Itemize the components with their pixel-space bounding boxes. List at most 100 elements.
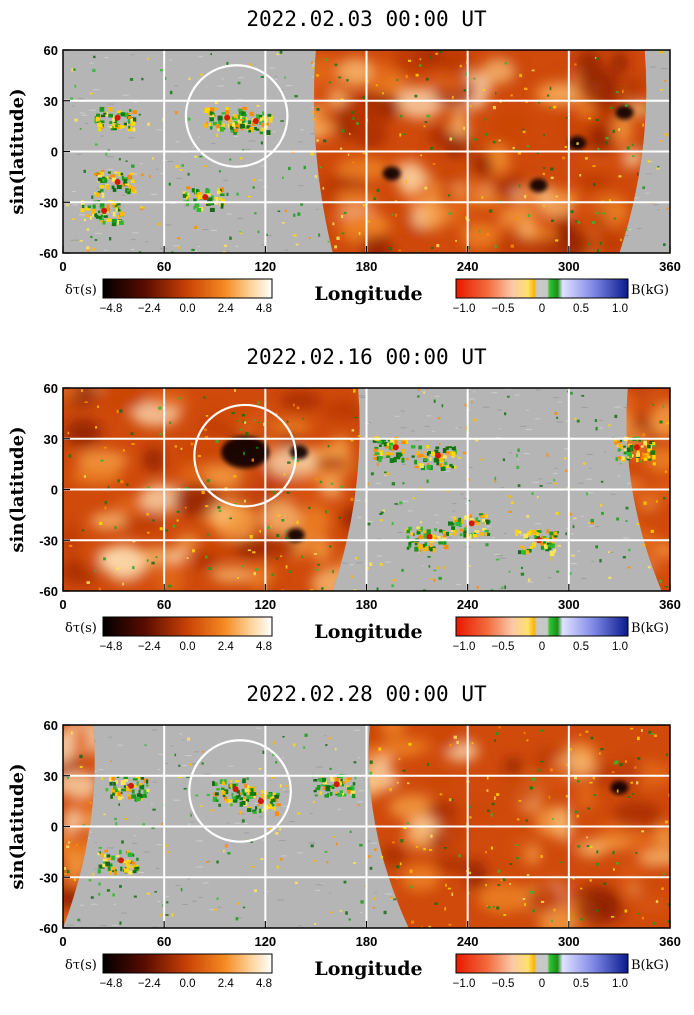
active-region-pixel	[216, 788, 220, 791]
magnetogram-texture	[73, 204, 78, 206]
magnetogram-texture	[173, 245, 180, 247]
active-region-pixel	[98, 864, 103, 868]
magnetogram-texture	[173, 799, 180, 801]
active-region-pixel	[461, 519, 464, 524]
magnetic-fleck	[292, 456, 295, 460]
magnetic-fleck	[100, 459, 104, 462]
magnetic-fleck	[141, 77, 144, 81]
magnetogram-texture	[79, 112, 86, 114]
active-region-pixel	[97, 869, 101, 874]
active-region-pixel	[426, 464, 432, 470]
active-region-pixel	[249, 791, 255, 796]
magnetic-fleck	[205, 555, 208, 559]
magnetogram-texture	[133, 835, 137, 837]
colorbar-dtau	[102, 278, 273, 299]
magnetogram-texture	[71, 239, 74, 241]
magnetogram-texture	[166, 161, 174, 163]
magnetic-fleck	[508, 510, 512, 513]
active-region-pixel	[185, 186, 191, 190]
magnetic-fleck	[379, 562, 383, 566]
magnetic-fleck	[90, 235, 93, 239]
active-region-pixel	[111, 177, 116, 183]
magnetic-fleck	[104, 506, 107, 510]
magnetogram-texture	[614, 406, 621, 408]
active-region-pixel	[376, 456, 380, 461]
magnetic-fleck	[253, 889, 258, 893]
magnetogram-texture	[315, 890, 321, 892]
active-region-pixel	[220, 187, 225, 193]
active-region-pixel	[386, 455, 391, 458]
magnetic-fleck	[576, 419, 580, 423]
active-region-pixel	[110, 794, 113, 799]
active-region-pixel	[247, 790, 251, 795]
colorbar-right-tick: −1.0	[453, 641, 476, 653]
active-region-pixel	[253, 795, 256, 799]
magnetogram-texture	[309, 812, 313, 814]
magnetic-fleck	[523, 87, 528, 91]
magnetogram-texture	[182, 903, 188, 905]
magnetic-fleck	[630, 781, 633, 784]
magnetogram-texture	[660, 68, 668, 70]
magnetic-fleck	[652, 462, 656, 466]
magnetogram-texture	[467, 467, 473, 469]
active-region-pixel	[110, 174, 116, 179]
active-region-pixel	[446, 451, 450, 455]
magnetic-fleck	[294, 95, 298, 98]
magnetogram-texture	[355, 499, 361, 501]
phase-shift-feature	[582, 151, 611, 167]
active-region-core	[468, 520, 475, 527]
magnetic-fleck	[478, 229, 481, 233]
active-region-core	[257, 798, 264, 805]
magnetic-fleck	[401, 568, 404, 572]
active-region-pixel	[408, 544, 412, 548]
colorbar-left-tick: 4.8	[256, 303, 272, 315]
magnetic-fleck	[575, 220, 578, 223]
active-region-pixel	[434, 449, 439, 454]
magnetic-fleck	[418, 64, 422, 67]
magnetic-fleck	[295, 243, 299, 246]
active-region-pixel	[99, 106, 105, 112]
active-region-pixel	[313, 778, 318, 782]
phase-shift-feature	[428, 125, 450, 147]
magnetic-fleck	[379, 519, 383, 522]
magnetic-fleck	[340, 129, 345, 133]
active-region-pixel	[126, 860, 132, 863]
magnetic-fleck	[518, 184, 521, 188]
active-region-pixel	[401, 449, 405, 454]
magnetogram-texture	[104, 57, 109, 59]
magnetogram-texture	[266, 235, 272, 237]
magnetic-fleck	[526, 874, 530, 876]
active-region-pixel	[235, 780, 240, 783]
active-region-pixel	[105, 210, 109, 214]
magnetogram-texture	[261, 839, 266, 841]
magnetic-fleck	[456, 740, 459, 744]
magnetogram-texture	[571, 533, 574, 535]
magnetogram-texture	[646, 173, 652, 175]
magnetic-fleck	[648, 458, 652, 461]
magnetic-fleck	[308, 506, 311, 510]
grid	[63, 50, 670, 253]
magnetogram-texture	[376, 538, 382, 540]
magnetic-fleck	[402, 133, 406, 135]
x-tick-label: 240	[457, 934, 479, 949]
magnetic-fleck	[553, 908, 556, 912]
magnetic-flecks	[67, 388, 670, 591]
magnetic-fleck	[252, 551, 256, 554]
magnetic-fleck	[280, 857, 283, 861]
active-region-pixel	[229, 124, 235, 128]
active-region-pixel	[386, 443, 390, 446]
magnetic-fleck	[229, 517, 232, 520]
magnetic-fleck	[169, 421, 172, 424]
active-region-pixel	[652, 444, 657, 447]
active-region-pixel	[252, 811, 257, 814]
active-region-pixel	[102, 863, 107, 868]
magnetogram-texture	[649, 66, 656, 68]
magnetic-fleck	[526, 739, 529, 742]
magnetic-fleck	[430, 577, 433, 580]
magnetogram-texture	[624, 229, 632, 231]
active-region-pixel	[132, 789, 135, 794]
magnetogram-texture	[455, 427, 459, 429]
active-region-pixel	[212, 121, 217, 126]
magnetogram-texture	[581, 406, 588, 408]
phase-shift-feature	[639, 849, 670, 866]
